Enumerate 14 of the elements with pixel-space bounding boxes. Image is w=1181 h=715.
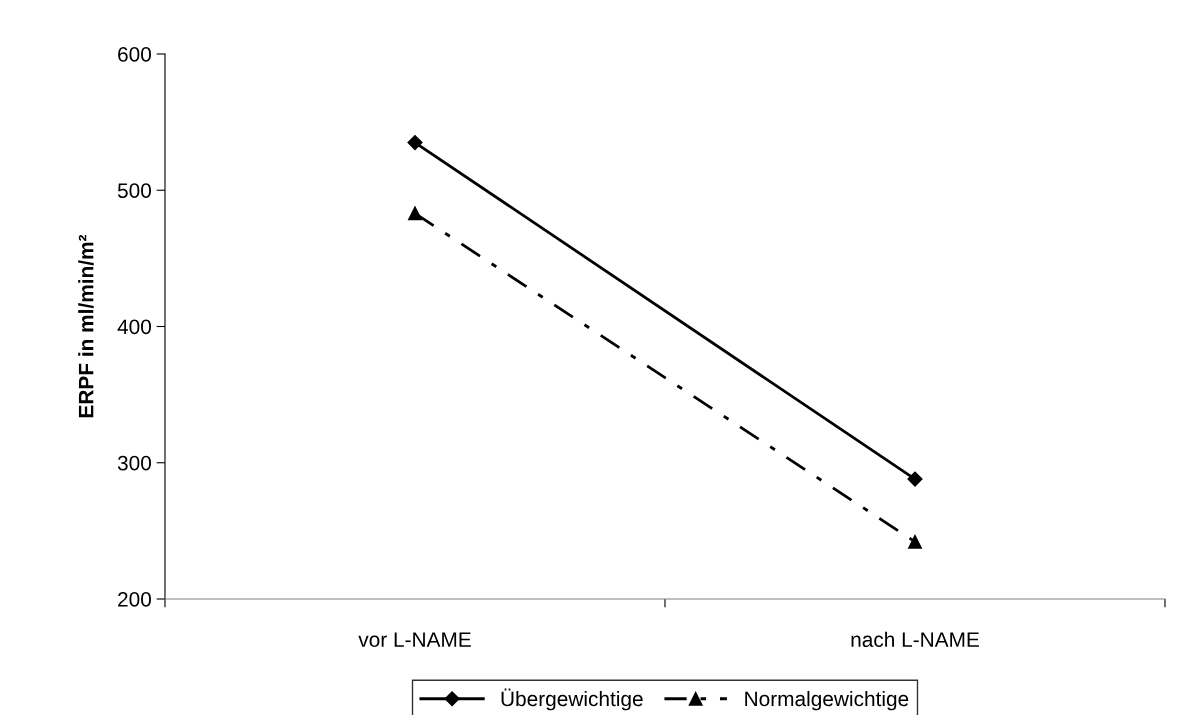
y-tick-label: 500 [117, 183, 151, 198]
y-tick-label: 400 [117, 319, 151, 335]
y-tick-label: 600 [118, 47, 151, 62]
point [407, 134, 423, 151]
legend-label: Normalgewichtige [745, 690, 909, 711]
point [907, 471, 923, 487]
x-tick-label: vor L-NAME [358, 632, 471, 647]
legend-label: Übergewichtige [501, 688, 643, 711]
point [408, 206, 422, 221]
y-axis-title: ERPF in ml/min/m² [78, 234, 94, 418]
y-tick-label: 300 [117, 455, 151, 471]
y-tick-label: 200 [118, 592, 151, 607]
point [908, 534, 922, 549]
x-tick-label: nach L-NAME [851, 631, 979, 647]
